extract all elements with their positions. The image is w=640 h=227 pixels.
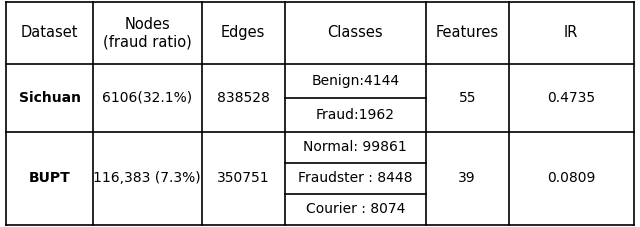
Text: 0.4735: 0.4735 bbox=[547, 91, 595, 105]
Text: Normal: 99861: Normal: 99861 bbox=[303, 140, 407, 154]
Text: 0.0809: 0.0809 bbox=[547, 171, 595, 185]
Text: Courier : 8074: Courier : 8074 bbox=[305, 202, 405, 216]
Text: Fraud:1962: Fraud:1962 bbox=[316, 108, 395, 122]
Text: Nodes
(fraud ratio): Nodes (fraud ratio) bbox=[103, 17, 191, 49]
Text: Features: Features bbox=[436, 25, 499, 40]
Text: Dataset: Dataset bbox=[21, 25, 78, 40]
Text: 39: 39 bbox=[458, 171, 476, 185]
Text: 55: 55 bbox=[458, 91, 476, 105]
Text: 116,383 (7.3%): 116,383 (7.3%) bbox=[93, 171, 201, 185]
Text: Sichuan: Sichuan bbox=[19, 91, 81, 105]
Text: IR: IR bbox=[564, 25, 579, 40]
Text: 838528: 838528 bbox=[217, 91, 269, 105]
Text: Classes: Classes bbox=[328, 25, 383, 40]
Text: BUPT: BUPT bbox=[29, 171, 70, 185]
Text: Benign:4144: Benign:4144 bbox=[311, 74, 399, 88]
Text: 6106(32.1%): 6106(32.1%) bbox=[102, 91, 192, 105]
Text: Fraudster : 8448: Fraudster : 8448 bbox=[298, 171, 412, 185]
Text: Edges: Edges bbox=[221, 25, 266, 40]
Text: 350751: 350751 bbox=[217, 171, 269, 185]
